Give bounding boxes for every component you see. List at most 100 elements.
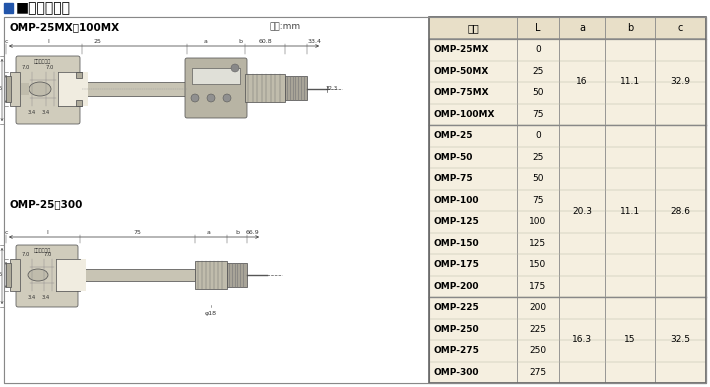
Bar xyxy=(4,17,429,383)
Text: 符号: 符号 xyxy=(467,23,479,33)
Text: a: a xyxy=(204,39,208,44)
Text: a: a xyxy=(579,23,585,33)
Text: φ18: φ18 xyxy=(205,311,217,316)
Text: OMP-25: OMP-25 xyxy=(434,131,474,140)
Text: OMP-275: OMP-275 xyxy=(434,346,480,355)
Text: 3.4: 3.4 xyxy=(28,110,36,115)
Text: 12.5: 12.5 xyxy=(0,87,3,91)
Text: OMP-100MX: OMP-100MX xyxy=(434,110,496,119)
Text: 7.0: 7.0 xyxy=(46,65,54,70)
Text: 100: 100 xyxy=(530,217,547,226)
Bar xyxy=(10,259,20,291)
Text: L: L xyxy=(535,23,541,33)
Text: 75: 75 xyxy=(133,230,141,235)
Text: 25: 25 xyxy=(532,153,544,162)
Text: b: b xyxy=(238,39,242,44)
Text: c: c xyxy=(4,39,8,44)
Text: 175: 175 xyxy=(530,282,547,291)
Ellipse shape xyxy=(29,82,51,96)
Text: 200: 200 xyxy=(530,303,547,312)
Text: c: c xyxy=(4,230,8,235)
Text: 20.3: 20.3 xyxy=(572,207,592,216)
Text: 125: 125 xyxy=(530,239,547,248)
Bar xyxy=(285,76,307,100)
Circle shape xyxy=(191,94,199,102)
Text: 75: 75 xyxy=(532,110,544,119)
Circle shape xyxy=(207,94,215,102)
Text: 0: 0 xyxy=(535,45,541,54)
Text: OMP-50: OMP-50 xyxy=(434,153,474,162)
Text: 225: 225 xyxy=(530,325,547,334)
Text: b: b xyxy=(235,230,239,235)
Circle shape xyxy=(231,64,239,72)
Text: 60.8: 60.8 xyxy=(258,39,272,44)
Text: 25: 25 xyxy=(532,67,544,76)
Text: OMP-200: OMP-200 xyxy=(434,282,479,291)
Text: 33.4: 33.4 xyxy=(308,39,322,44)
Text: 50: 50 xyxy=(532,174,544,183)
Text: 32.5: 32.5 xyxy=(670,336,691,344)
Text: l: l xyxy=(46,230,48,235)
Text: OMP-25MX: OMP-25MX xyxy=(434,45,489,54)
FancyBboxPatch shape xyxy=(16,245,78,307)
FancyBboxPatch shape xyxy=(16,56,80,124)
Text: b: b xyxy=(627,23,633,33)
Bar xyxy=(227,263,247,287)
Circle shape xyxy=(223,94,231,102)
Text: 感光位置平均: 感光位置平均 xyxy=(33,248,50,253)
Text: OMP-25MX～100MX: OMP-25MX～100MX xyxy=(10,22,120,32)
Text: 66.9: 66.9 xyxy=(245,230,259,235)
Text: 3.4: 3.4 xyxy=(42,110,50,115)
Text: OMP-75MX: OMP-75MX xyxy=(434,88,490,97)
Text: 250: 250 xyxy=(530,346,547,355)
Text: 28.6: 28.6 xyxy=(670,207,691,216)
Text: 3.4: 3.4 xyxy=(42,295,50,300)
Bar xyxy=(58,72,88,106)
Text: c: c xyxy=(678,23,683,33)
Text: 50: 50 xyxy=(532,88,544,97)
Text: OMP-100: OMP-100 xyxy=(434,196,479,205)
Text: OMP-175: OMP-175 xyxy=(434,260,480,269)
Bar xyxy=(56,259,86,291)
Text: 11.1: 11.1 xyxy=(620,207,640,216)
Text: 11.1: 11.1 xyxy=(620,77,640,87)
Bar xyxy=(82,82,187,96)
Bar xyxy=(195,261,227,289)
FancyBboxPatch shape xyxy=(185,58,247,118)
Bar xyxy=(10,72,20,106)
Text: OMP-75: OMP-75 xyxy=(434,174,474,183)
Bar xyxy=(192,68,240,84)
Text: 7.0: 7.0 xyxy=(22,252,31,257)
Text: OMP-150: OMP-150 xyxy=(434,239,480,248)
Bar xyxy=(429,17,706,39)
Bar xyxy=(21,83,29,95)
Text: 0: 0 xyxy=(535,131,541,140)
Text: 感光位置平均: 感光位置平均 xyxy=(33,59,50,64)
Bar xyxy=(429,17,706,383)
Text: 3.4: 3.4 xyxy=(28,295,36,300)
Text: 単位:mm: 単位:mm xyxy=(270,22,301,31)
Text: 275: 275 xyxy=(530,368,547,377)
Text: 15: 15 xyxy=(624,336,635,344)
Bar xyxy=(6,263,11,287)
Bar xyxy=(6,76,11,102)
Text: 32.9: 32.9 xyxy=(670,77,691,87)
Text: 16.3: 16.3 xyxy=(572,336,592,344)
Text: ■外観寸法図: ■外観寸法図 xyxy=(16,1,71,15)
Text: 150: 150 xyxy=(530,260,547,269)
Text: OMP-250: OMP-250 xyxy=(434,325,480,334)
Bar xyxy=(76,72,82,78)
Text: OMP-50MX: OMP-50MX xyxy=(434,67,489,76)
Text: 25: 25 xyxy=(93,39,101,44)
Text: OMP-300: OMP-300 xyxy=(434,368,479,377)
Text: OMP-25～300: OMP-25～300 xyxy=(10,199,83,209)
Text: OMP-225: OMP-225 xyxy=(434,303,480,312)
Bar xyxy=(4,3,13,13)
Bar xyxy=(80,269,195,281)
Text: OMP-125: OMP-125 xyxy=(434,217,480,226)
Text: 17.5: 17.5 xyxy=(0,272,3,277)
Bar xyxy=(245,74,285,102)
Text: 16: 16 xyxy=(577,77,588,87)
Text: l: l xyxy=(47,39,49,44)
Text: 32.3: 32.3 xyxy=(326,87,338,91)
